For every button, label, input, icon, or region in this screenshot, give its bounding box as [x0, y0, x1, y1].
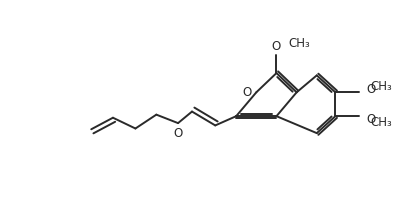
Text: O: O	[242, 86, 252, 99]
Text: O: O	[366, 113, 375, 126]
Text: O: O	[366, 83, 375, 96]
Text: CH₃: CH₃	[370, 80, 392, 93]
Text: CH₃: CH₃	[370, 116, 392, 129]
Text: CH₃: CH₃	[288, 37, 310, 50]
Text: O: O	[173, 127, 183, 140]
Text: O: O	[272, 40, 281, 53]
